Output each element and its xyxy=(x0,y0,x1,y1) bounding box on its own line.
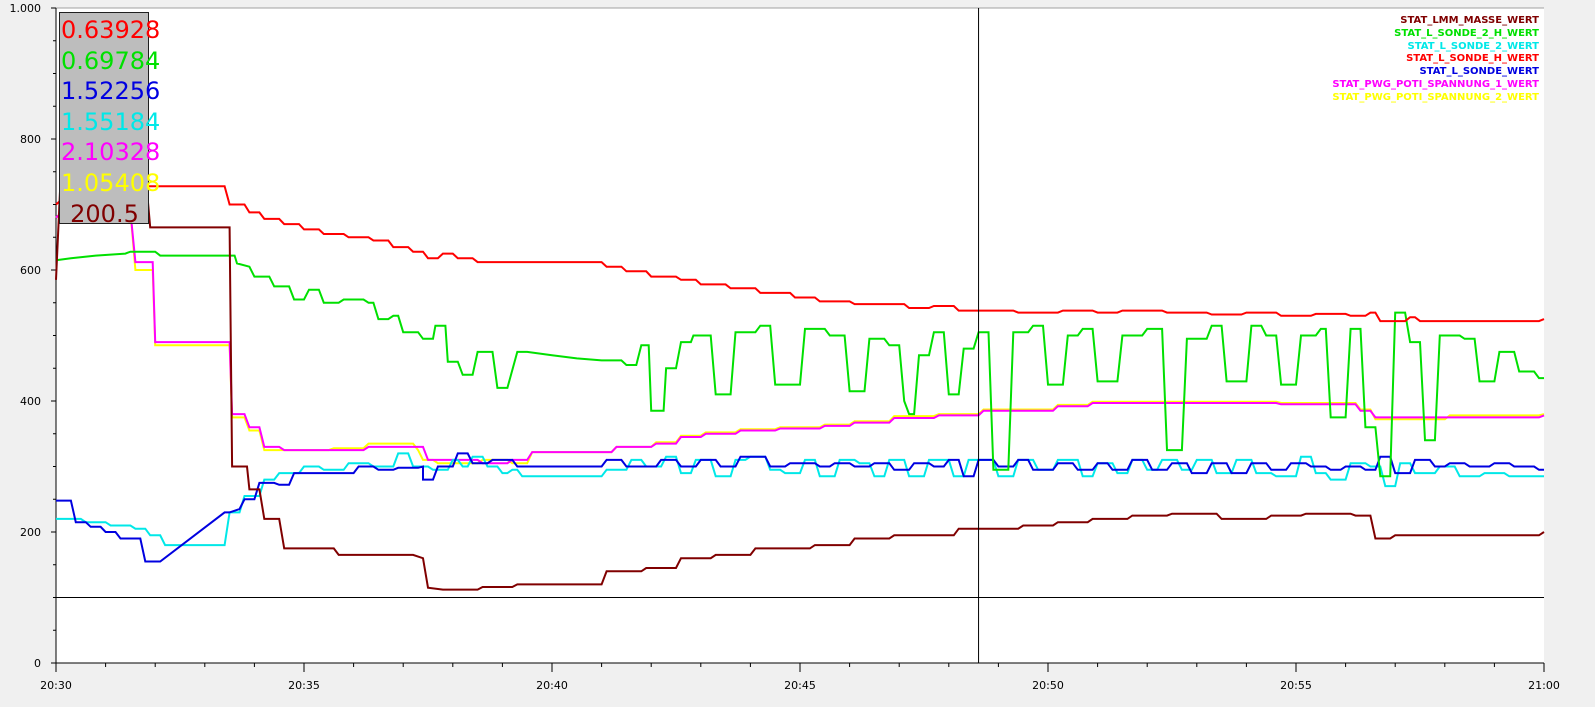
readout-value: 0.63928 xyxy=(61,16,161,44)
legend-entry: STAT_L_SONDE_WERT xyxy=(1419,66,1539,78)
y-tick-label: 800 xyxy=(20,133,41,146)
y-tick-label: 0 xyxy=(34,657,41,670)
legend-entry: STAT_L_SONDE_H_WERT xyxy=(1406,53,1539,65)
readout-value: 1.52256 xyxy=(61,77,161,106)
legend-entry: STAT_LMM_MASSE_WERT xyxy=(1400,15,1539,26)
readout-value: 2.10328 xyxy=(61,138,161,167)
y-tick-label: 600 xyxy=(20,264,41,277)
legend-entry: STAT_L_SONDE_2_WERT xyxy=(1407,40,1540,52)
legend: STAT_LMM_MASSE_WERT STAT_L_SONDE_2_H_WERT… xyxy=(1332,15,1539,105)
readout-value: 1.05408 xyxy=(61,168,161,197)
series-line-stat-l-sonde-h-wert xyxy=(55,185,1545,323)
legend-entry: STAT_PWG_POTI_SPANNUNG_2_WERT xyxy=(1332,91,1539,103)
plot-background xyxy=(56,8,1544,663)
y-tick-label: 200 xyxy=(20,526,41,539)
series-line-stat-l-sonde-wert xyxy=(56,452,1544,563)
legend-entry: STAT_L_SONDE_2_H_WERT xyxy=(1394,27,1539,39)
series-lines xyxy=(55,170,1545,591)
x-tick-label: 20:40 xyxy=(536,679,568,692)
x-tick-label: 20:50 xyxy=(1032,679,1064,692)
x-tick-label: 20:35 xyxy=(288,679,320,692)
readout-value: 1.55184 xyxy=(61,107,161,136)
y-tick-label: 400 xyxy=(20,395,41,408)
y-tick-label: 1.000 xyxy=(10,2,42,15)
x-tick-label: 20:30 xyxy=(40,679,72,692)
readout-value: 0.69784 xyxy=(61,46,161,75)
series-line-stat-lmm-masse-wert xyxy=(55,170,1545,591)
overlay-lines xyxy=(56,8,1544,663)
series-line-stat-l-sonde-2-h-wert xyxy=(55,250,1544,478)
value-readout-box: 0.63928 0.69784 1.52256 1.55184 2.10328 1.054… xyxy=(59,12,161,228)
readout-value: 200.5 xyxy=(70,199,139,228)
legend-entry: STAT_PWG_POTI_SPANNUNG_1_WERT xyxy=(1332,78,1539,90)
series-line-stat-pwg-poti-spannung-1-wert xyxy=(55,203,1545,465)
axes: 1.000 800 600 400 200 0 20:30 20:35 20:40 20:45 20… xyxy=(10,2,1560,692)
x-tick-label: 21:00 xyxy=(1528,679,1560,692)
x-tick-label: 20:45 xyxy=(784,679,816,692)
x-tick-label: 20:55 xyxy=(1280,679,1312,692)
